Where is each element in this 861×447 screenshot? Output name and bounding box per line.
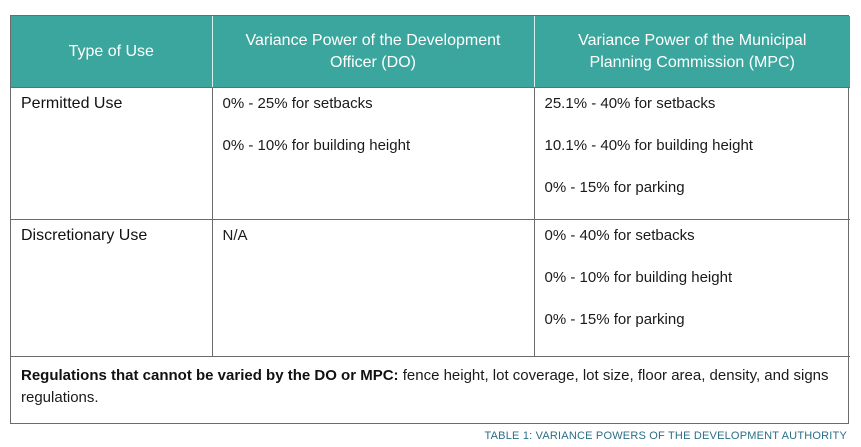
variance-line: 25.1% - 40% for setbacks [544,95,716,112]
header-type-of-use: Type of Use [11,16,213,88]
note-heading: Regulations that cannot be varied by the… [21,367,399,384]
cell-use-type: Discretionary Use [11,219,213,357]
table-row-discretionary-use: Discretionary Use N/A 0% - 40% for setba… [11,219,850,357]
table-header-row: Type of Use Variance Power of the Develo… [11,16,850,88]
variance-line: 0% - 40% for setbacks [544,227,695,244]
header-mpc-variance: Variance Power of the Municipal Planning… [534,16,850,88]
cell-use-type: Permitted Use [11,87,213,220]
cell-do-variance: 0% - 25% for setbacks 0% - 10% for build… [212,87,535,220]
variance-line: 10.1% - 40% for building height [544,137,753,154]
variance-line: 0% - 25% for setbacks [222,95,373,112]
cell-mpc-variance: 0% - 40% for setbacks 0% - 10% for build… [534,219,850,357]
variance-powers-table: Type of Use Variance Power of the Develo… [11,16,850,441]
cell-do-variance: N/A [212,219,535,357]
variance-table-container: Type of Use Variance Power of the Develo… [10,15,850,424]
table-caption: TABLE 1: VARIANCE POWERS OF THE DEVELOPM… [484,430,847,442]
variance-line: 0% - 10% for building height [544,269,733,286]
table-row-permitted-use: Permitted Use 0% - 25% for setbacks 0% -… [11,87,850,220]
variance-line: 0% - 10% for building height [222,137,411,154]
cell-regulations-note: Regulations that cannot be varied by the… [11,357,850,442]
variance-line: N/A [222,227,248,244]
variance-line: 0% - 15% for parking [544,311,685,328]
note-text: fence height, lot coverage, lot size, fl… [21,367,829,406]
variance-line: 0% - 15% for parking [544,179,685,196]
table-row-non-variable-regulations: Regulations that cannot be varied by the… [11,357,850,442]
cell-mpc-variance: 25.1% - 40% for setbacks 10.1% - 40% for… [534,87,850,220]
header-do-variance: Variance Power of the Development Office… [212,16,535,88]
